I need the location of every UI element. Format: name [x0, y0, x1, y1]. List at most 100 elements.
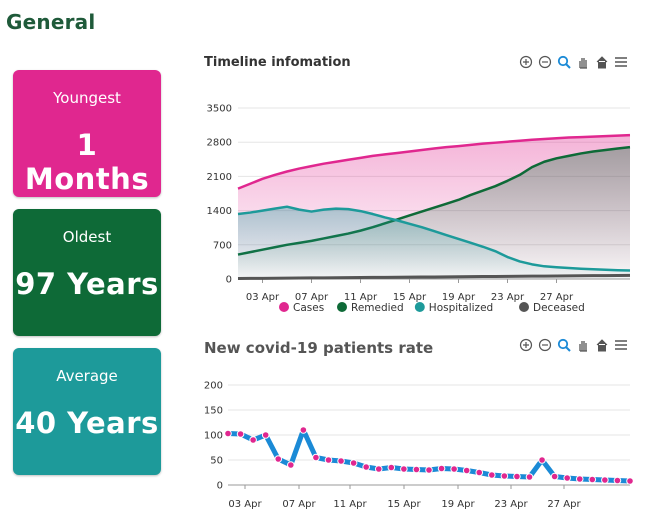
rate-point [488, 471, 496, 479]
rate-point [287, 461, 295, 469]
y-tick-label: 3500 [207, 104, 232, 115]
timeline-chart-toolbar [519, 55, 628, 69]
rate-point [261, 431, 270, 439]
y-tick-label: 2800 [207, 138, 232, 149]
rate-point [613, 476, 622, 485]
legend-marker [279, 302, 289, 312]
legend-marker [337, 302, 347, 312]
y-tick-label: 50 [210, 456, 223, 467]
zoom-out-icon[interactable] [538, 55, 552, 69]
rate-point [513, 472, 521, 481]
legend-marker [519, 302, 529, 312]
remedied-series-area [238, 147, 630, 279]
y-tick-label: 0 [217, 481, 223, 492]
rate-point [588, 475, 597, 484]
x-tick-label: 23 Apr [491, 292, 525, 303]
home-icon[interactable] [595, 55, 609, 69]
rate-point [349, 459, 358, 467]
zoom-search-icon[interactable] [557, 55, 571, 69]
rate-chart-toolbar [519, 338, 628, 352]
rate-point [400, 465, 408, 473]
y-tick-label: 200 [204, 381, 223, 392]
timeline-chart-title: Timeline infomation [204, 55, 351, 70]
rate-point [525, 473, 534, 481]
x-tick-label: 15 Apr [387, 499, 421, 510]
legend-label: Hospitalized [429, 302, 493, 314]
rate-point [550, 472, 559, 481]
youngest-card: Youngest 1 Months [13, 70, 161, 197]
menu-icon[interactable] [614, 338, 628, 352]
rate-point [412, 465, 421, 474]
y-tick-label: 700 [213, 240, 232, 251]
average-label: Average [56, 367, 118, 385]
pan-hand-icon[interactable] [576, 338, 590, 352]
menu-icon[interactable] [614, 55, 628, 69]
x-tick-label: 15 Apr [393, 292, 427, 303]
x-tick-label: 03 Apr [246, 292, 280, 303]
rate-point [450, 465, 458, 473]
x-tick-label: 27 Apr [547, 499, 581, 510]
deceased-series-line [237, 273, 631, 281]
x-tick-label: 11 Apr [333, 499, 367, 510]
zoom-search-icon[interactable] [557, 338, 571, 352]
y-tick-label: 0 [226, 275, 232, 286]
rate-point [575, 475, 584, 483]
rate-point [601, 476, 609, 484]
y-tick-label: 150 [204, 406, 223, 417]
zoom-in-icon[interactable] [519, 55, 533, 69]
hospitalized-series-area [238, 206, 630, 279]
oldest-value: 97 Years [15, 267, 159, 301]
rate-point [249, 436, 257, 444]
youngest-value: 1 Months [24, 128, 150, 196]
y-tick-label: 2100 [207, 172, 232, 183]
legend-marker [414, 302, 425, 312]
rate-point [362, 463, 370, 471]
x-tick-label: 11 Apr [344, 292, 378, 303]
page-title: General [6, 10, 96, 34]
rate-point [563, 474, 571, 482]
x-tick-label: 07 Apr [282, 499, 316, 510]
zoom-in-icon[interactable] [519, 338, 533, 352]
x-tick-label: 23 Apr [494, 499, 528, 510]
rate-point [626, 477, 634, 485]
average-value: 40 Years [15, 406, 159, 440]
rate-point [500, 472, 509, 480]
rate-series-line [227, 427, 631, 484]
cases-series-line [237, 133, 631, 190]
pan-hand-icon[interactable] [576, 55, 590, 69]
average-card: Average 40 Years [13, 348, 161, 475]
rate-point [538, 456, 546, 464]
rate-point [374, 465, 383, 473]
rate-point [324, 456, 333, 464]
x-tick-label: 03 Apr [228, 499, 262, 510]
rate-point [387, 463, 396, 472]
rate-point [437, 464, 446, 473]
rate-point [425, 466, 433, 474]
rate-point [312, 453, 320, 462]
rate-point [236, 430, 245, 438]
x-tick-label: 27 Apr [540, 292, 574, 303]
rate-point [337, 457, 345, 465]
rate-chart-title: New covid-19 patients rate [204, 339, 434, 357]
rate-point [299, 426, 308, 434]
remedied-series-line [237, 145, 631, 256]
y-tick-label: 100 [204, 431, 223, 442]
rate-point [462, 466, 471, 475]
x-tick-label: 07 Apr [295, 292, 329, 303]
hospitalized-series-line [237, 205, 631, 272]
x-tick-label: 19 Apr [441, 499, 475, 510]
rate-point [475, 468, 484, 477]
rate-point [274, 455, 283, 463]
oldest-card: Oldest 97 Years [13, 209, 161, 336]
zoom-out-icon[interactable] [538, 338, 552, 352]
legend-label: Cases [293, 302, 324, 314]
x-tick-label: 19 Apr [442, 292, 476, 303]
home-icon[interactable] [595, 338, 609, 352]
youngest-label: Youngest [53, 89, 121, 107]
legend-label: Remedied [351, 302, 404, 314]
rate-point [224, 429, 232, 438]
y-tick-label: 1400 [207, 206, 232, 217]
oldest-label: Oldest [62, 228, 112, 246]
legend-label: Deceased [533, 302, 585, 314]
cases-series-area [238, 135, 630, 279]
